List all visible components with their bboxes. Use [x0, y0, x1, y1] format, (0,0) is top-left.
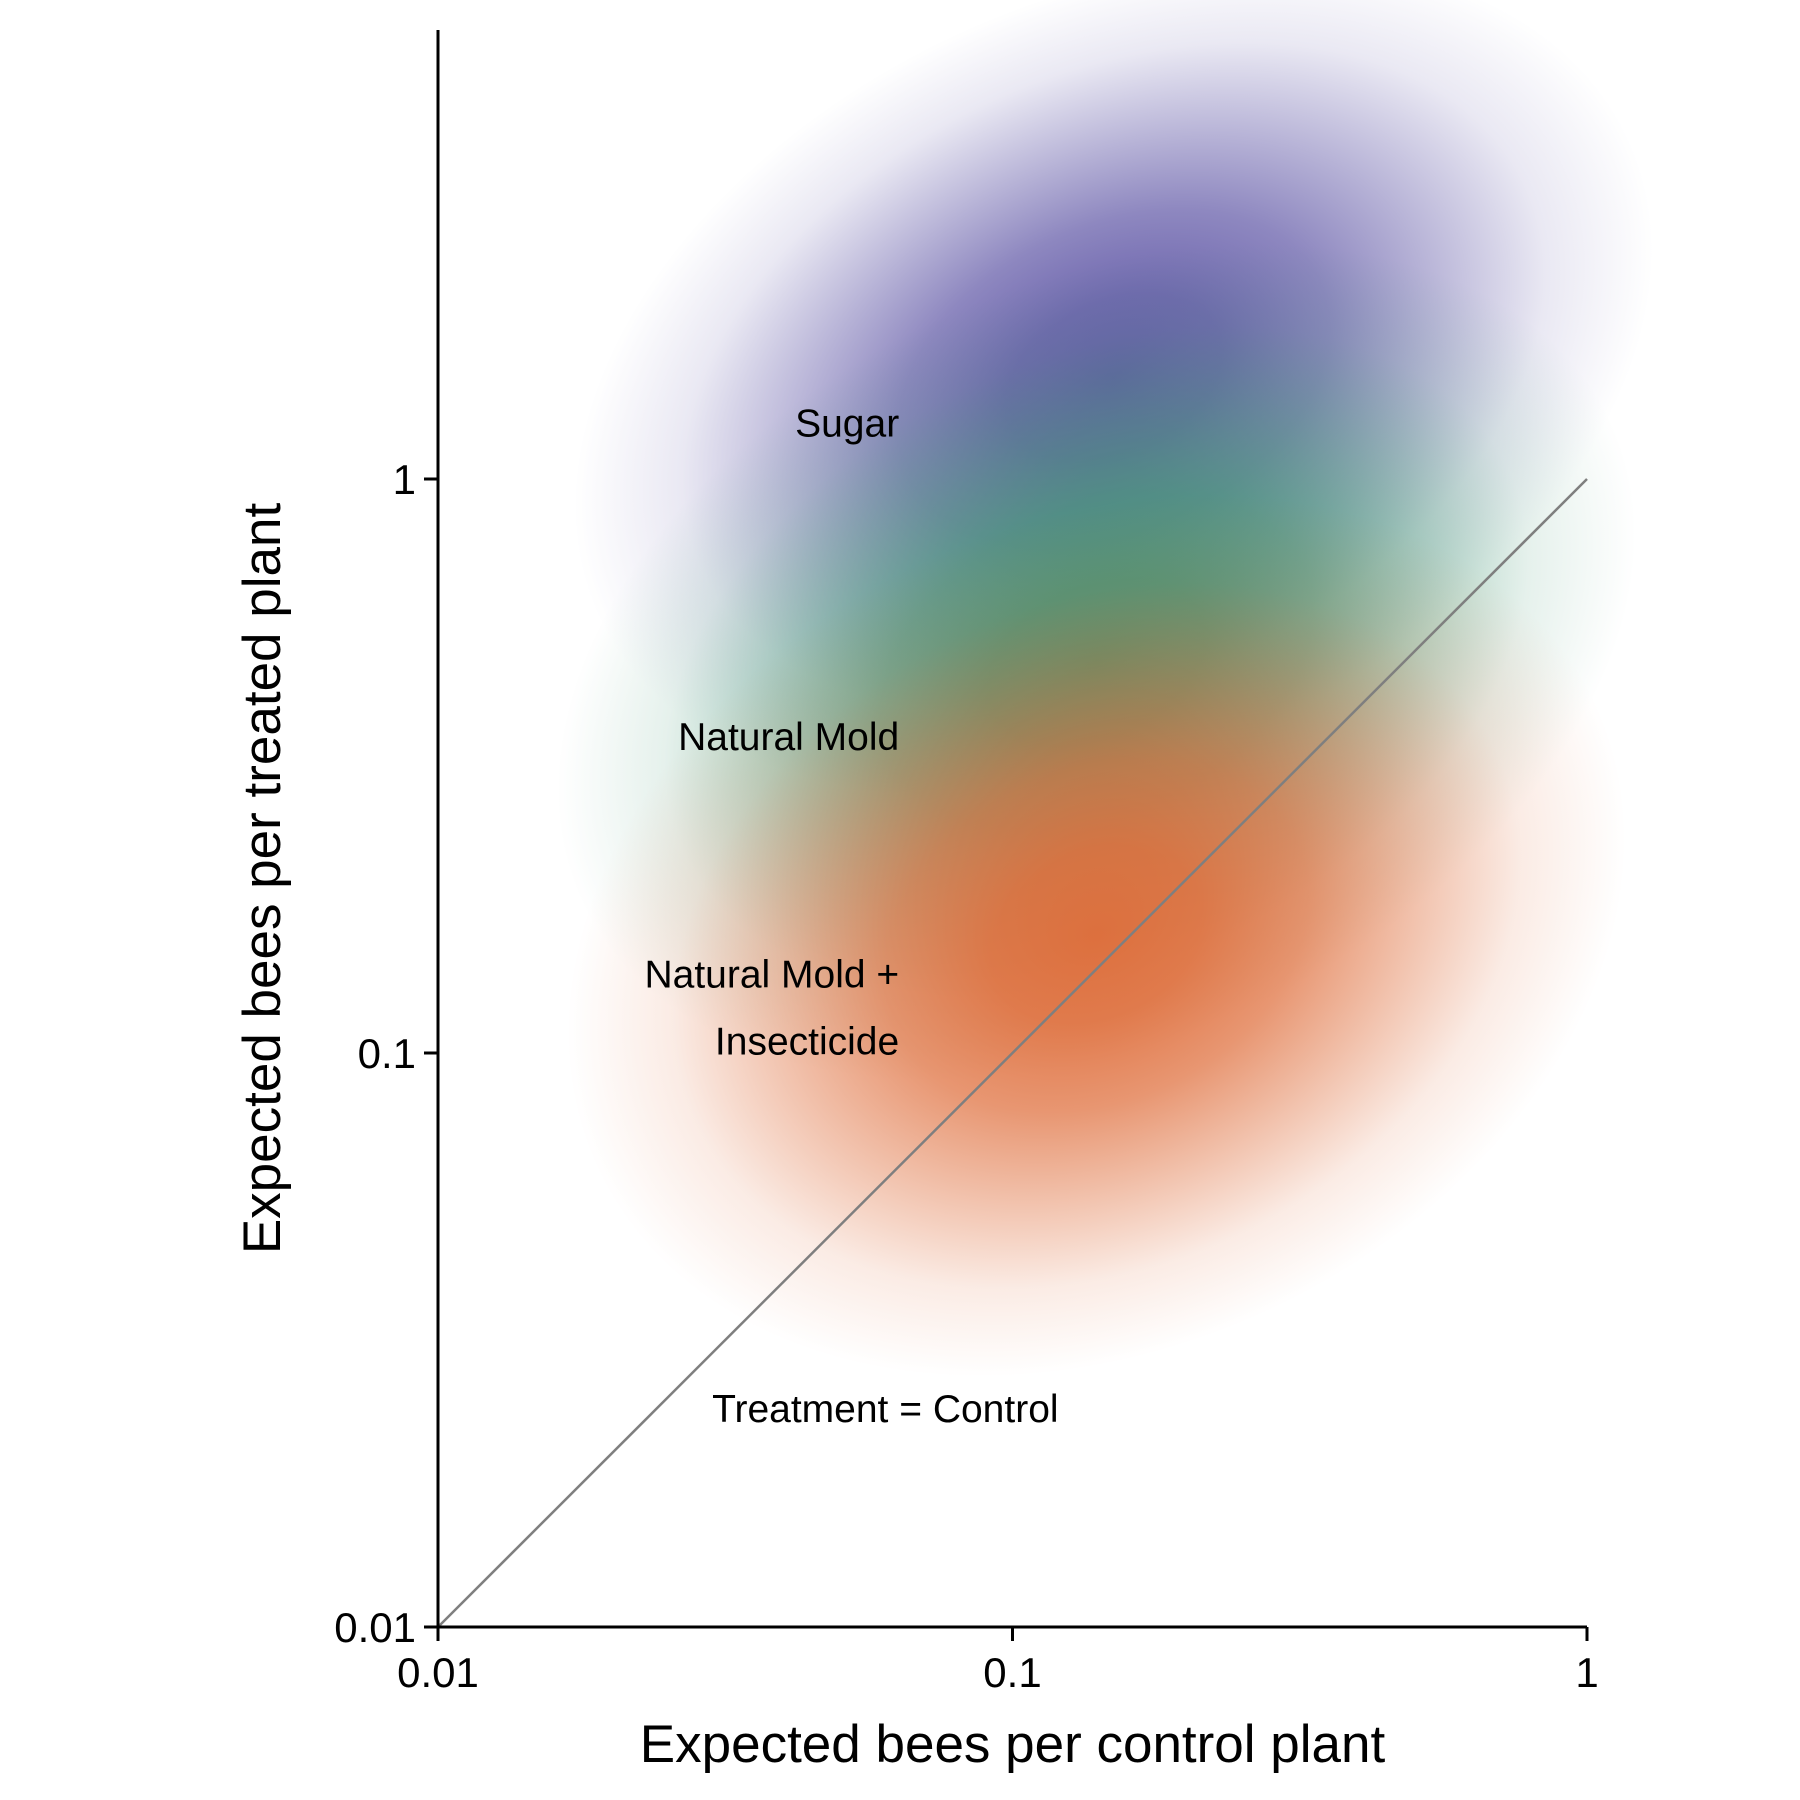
series-label-3: Natural Mold + Insecticide [644, 954, 899, 1064]
y-tick-label: 0.01 [334, 1604, 416, 1651]
y-axis-label: Expected bees per treated plant [233, 503, 292, 1255]
series-label-1: Sugar [795, 402, 899, 445]
y-ticks: 0.01 0.1 1 [334, 456, 438, 1651]
density-blob-3 [566, 494, 1626, 1377]
y-tick-label: 0.1 [358, 1030, 416, 1077]
series-label-2: Natural Mold [678, 716, 899, 759]
density-blobs [556, 0, 1654, 1377]
reference-line-label: Treatment = Control [712, 1388, 1058, 1431]
x-ticks: 0.01 0.1 1 [397, 1627, 1599, 1696]
series-annotations: Sugar Natural Mold Natural Mold + Insectici… [644, 402, 899, 1063]
x-tick-label: 0.1 [983, 1649, 1041, 1696]
x-tick-label: 1 [1575, 1649, 1598, 1696]
x-tick-label: 0.01 [397, 1649, 479, 1696]
x-axis-label: Expected bees per control plant [640, 1715, 1386, 1774]
treatment-equals-control-line [437, 478, 1588, 1628]
y-tick-label: 1 [393, 456, 416, 503]
axes: 0.01 0.1 1 0.01 0.1 1 [334, 30, 1599, 1696]
